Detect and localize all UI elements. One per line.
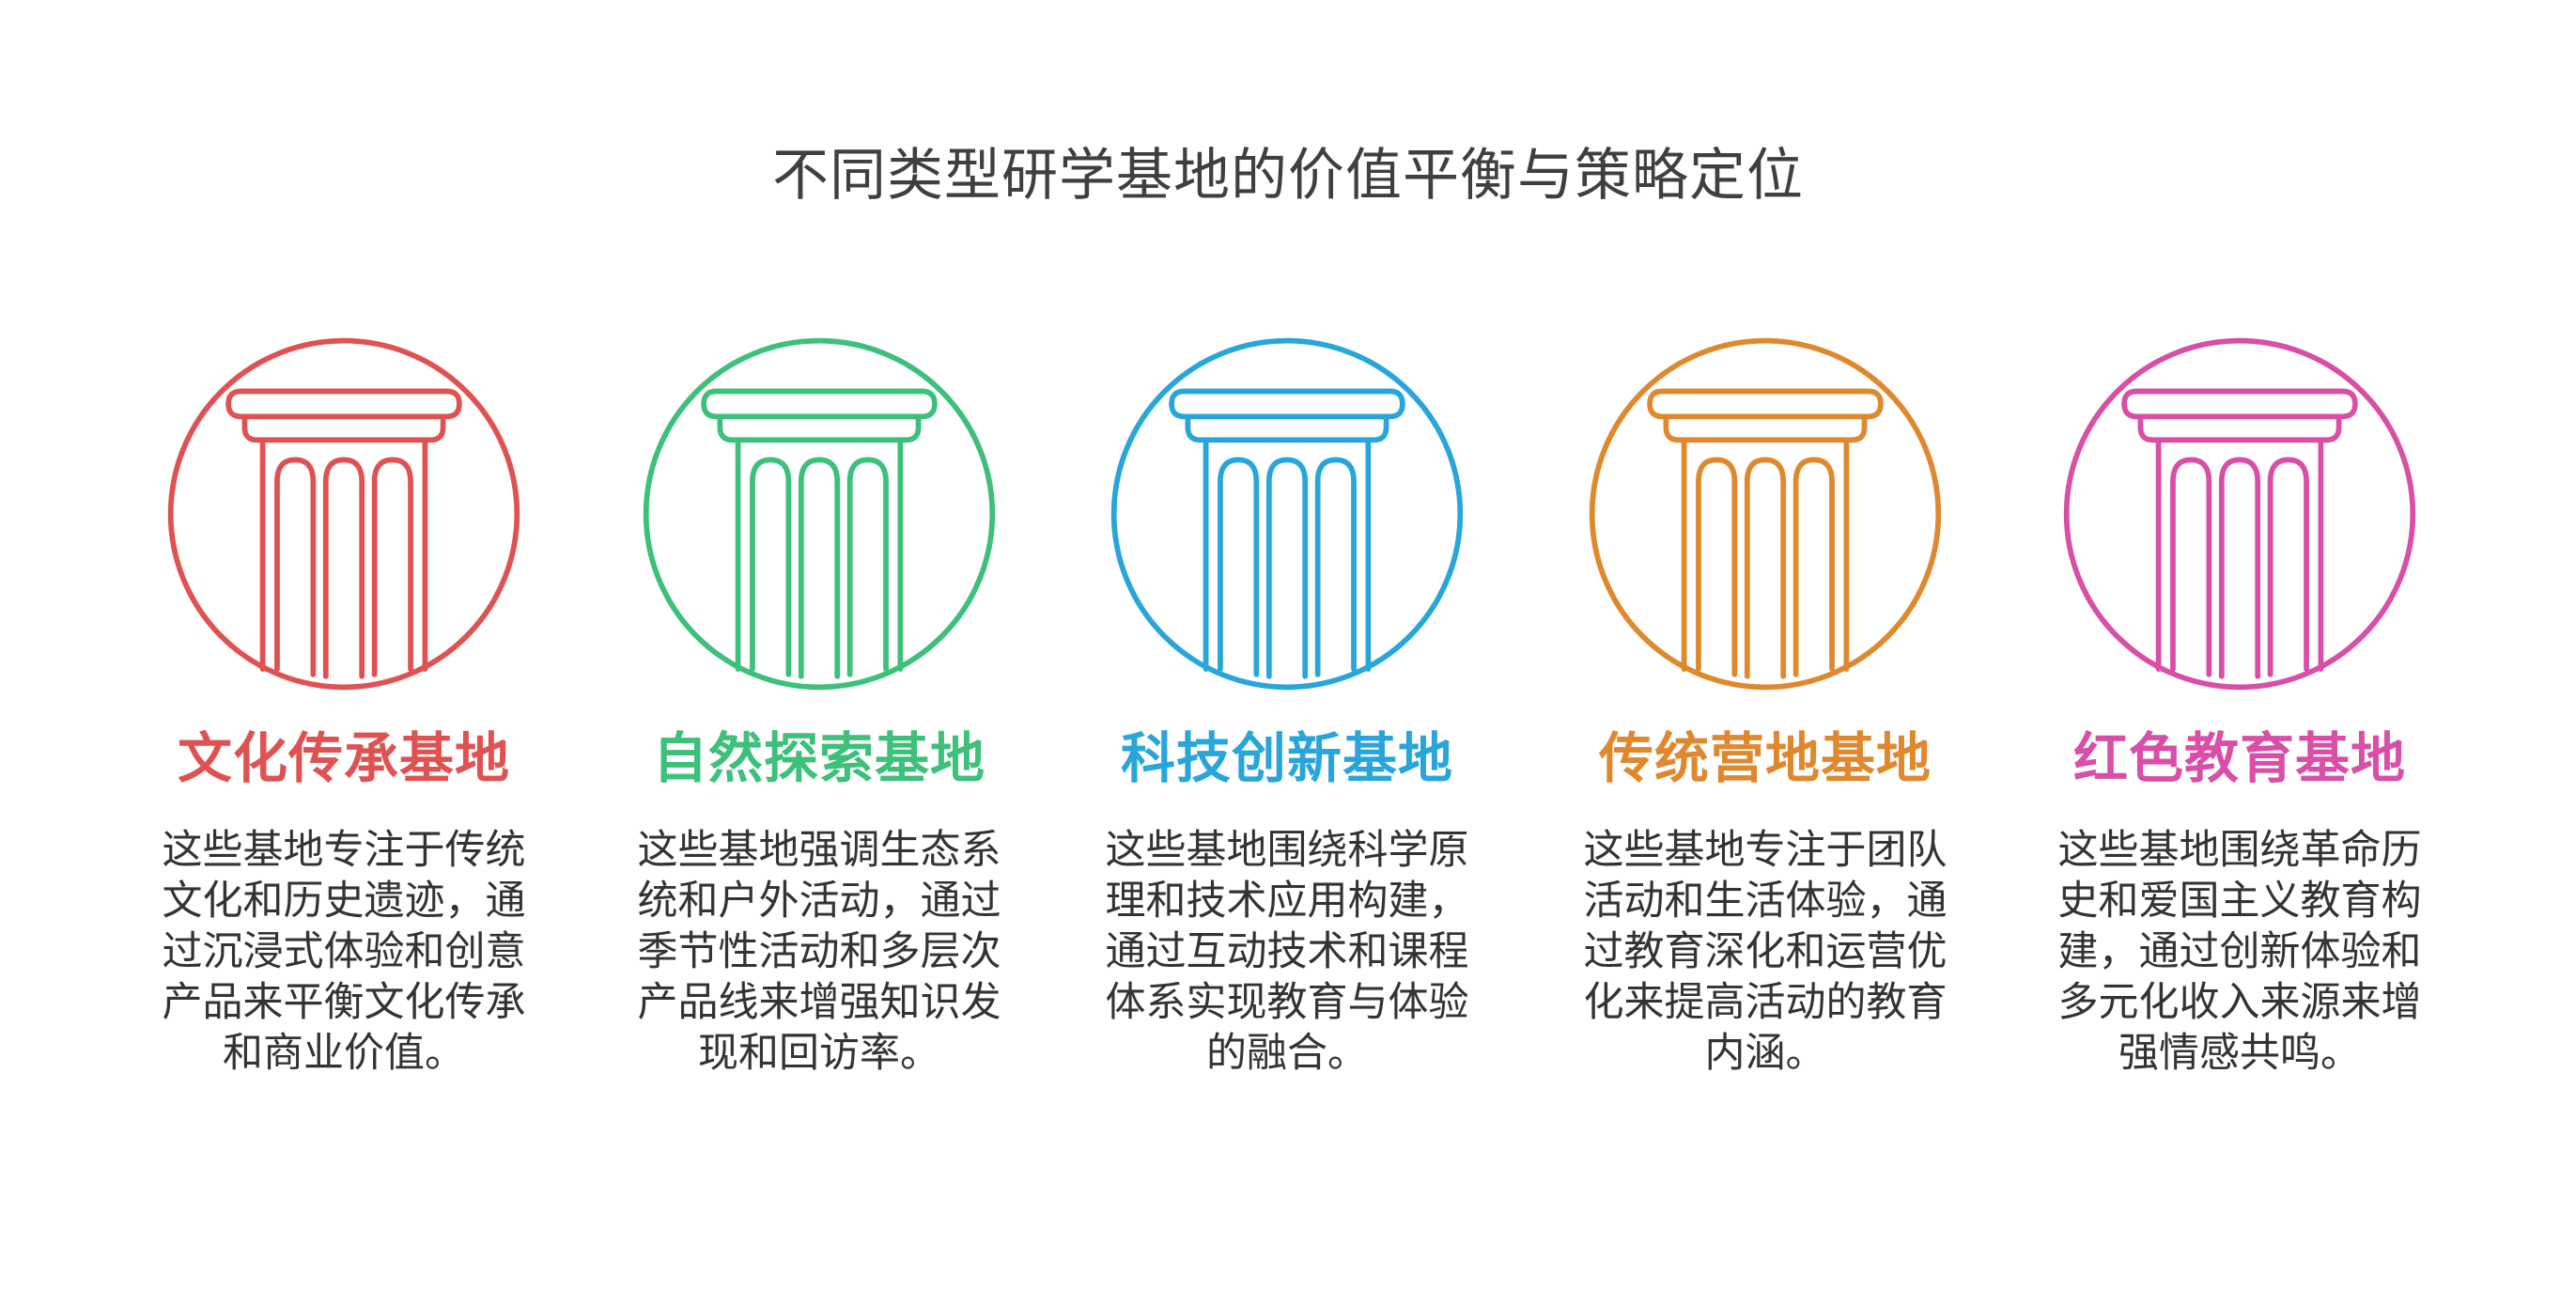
- pillar-icon-svg: [2063, 337, 2416, 691]
- base-title: 传统营地基地: [1598, 726, 1932, 790]
- page-title: 不同类型研学基地的价值平衡与策略定位: [772, 143, 1804, 209]
- base-title: 文化传承基地: [177, 726, 510, 790]
- base-card-camp: 传统营地基地 这些基地专注于团队活动和生活体验，通过教育深化和运营优化来提高活动…: [1540, 0, 1991, 1291]
- base-description: 这些基地围绕科学原理和技术应用构建，通过互动技术和课程体系实现教育与体验的融合。: [1105, 827, 1469, 1077]
- base-title: 自然探索基地: [652, 726, 985, 790]
- pillar-icon: [163, 334, 524, 694]
- base-card-nature: 自然探索基地 这些基地强调生态系统和户外活动，通过季节性活动和多层次产品线来增强…: [594, 0, 1045, 1291]
- base-description: 这些基地专注于团队活动和生活体验，通过教育深化和运营优化来提高活动的教育内涵。: [1583, 827, 1948, 1077]
- pillar-icon-svg: [167, 337, 520, 691]
- pillar-icon-svg: [1110, 337, 1464, 691]
- base-title: 红色教育基地: [2072, 726, 2406, 790]
- base-title: 科技创新基地: [1120, 726, 1453, 790]
- pillar-icon-svg: [1589, 337, 1942, 691]
- pillar-icon: [639, 334, 1000, 694]
- base-description: 这些基地专注于传统文化和历史遗迹，通过沉浸式体验和创意产品来平衡文化传承和商业价…: [162, 827, 526, 1077]
- base-description: 这些基地围绕革命历史和爱国主义教育构建，通过创新体验和多元化收入来源来增强情感共…: [2057, 827, 2422, 1077]
- pillar-icon: [2059, 334, 2420, 694]
- pillar-icon: [1107, 334, 1467, 694]
- base-card-tech: 科技创新基地 这些基地围绕科学原理和技术应用构建，通过互动技术和课程体系实现教育…: [1062, 0, 1513, 1291]
- base-card-red: 红色教育基地 这些基地围绕革命历史和爱国主义教育构建，通过创新体验和多元化收入来…: [2014, 0, 2465, 1291]
- base-description: 这些基地强调生态系统和户外活动，通过季节性活动和多层次产品线来增强知识发现和回访…: [637, 827, 1001, 1077]
- pillar-icon: [1585, 334, 1946, 694]
- base-card-culture: 文化传承基地 这些基地专注于传统文化和历史遗迹，通过沉浸式体验和创意产品来平衡文…: [118, 0, 569, 1291]
- pillar-icon-svg: [643, 337, 996, 691]
